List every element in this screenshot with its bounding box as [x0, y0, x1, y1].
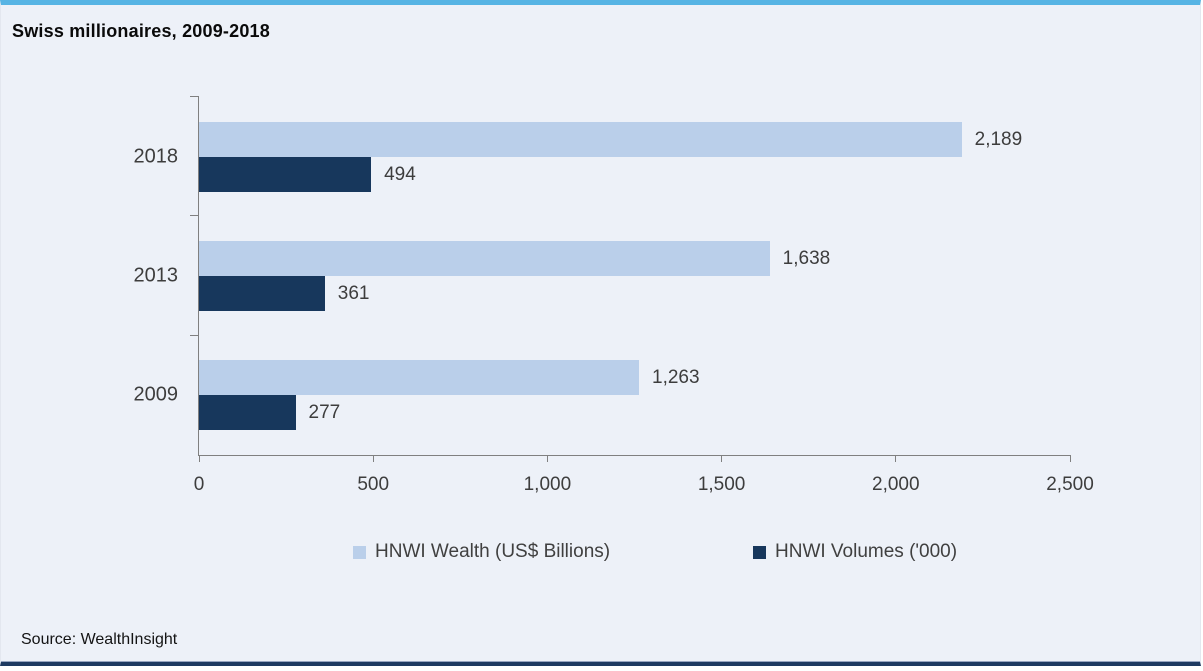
legend-label-wealth: HNWI Wealth (US$ Billions)	[375, 541, 611, 562]
hnwi-volumes-bar-2018	[199, 156, 372, 192]
hnwi-wealth-value-label-2009: 1,263	[652, 367, 700, 389]
category-label-2013: 2013	[133, 264, 179, 287]
x-axis-tick-label: 500	[357, 474, 390, 495]
x-axis-tick	[1069, 455, 1071, 462]
chart-row-2018: 2018 2,189 494	[134, 96, 1070, 216]
category-label-2009: 2009	[133, 383, 179, 406]
plot-rows: 2018 2,189 494 2013 1,638 361 2009 1,263 277	[134, 96, 1070, 455]
category-label-2018: 2018	[133, 145, 179, 168]
hnwi-volumes-value-label-2013: 361	[337, 282, 370, 304]
hnwi-wealth-bar-2013	[199, 240, 770, 276]
hnwi-volumes-value-label-2009: 277	[308, 402, 341, 424]
chart-title: Swiss millionaires, 2009-2018	[12, 21, 270, 41]
x-axis-tick-label: 2,000	[872, 474, 920, 495]
x-axis-tick	[721, 455, 723, 462]
legend-swatch-wealth-icon	[353, 545, 366, 559]
x-axis-tick-label: 0	[193, 474, 205, 495]
x-axis-tick	[372, 455, 374, 462]
x-axis-tick	[895, 455, 897, 462]
hnwi-wealth-value-label-2013: 1,638	[782, 247, 831, 269]
hnwi-wealth-value-label-2018: 2,189	[974, 128, 1023, 150]
legend-swatch-volumes-icon	[753, 545, 766, 559]
legend-entry-volumes: HNWI Volumes ('000)	[753, 541, 957, 563]
source-note: Source: WealthInsight	[21, 631, 178, 648]
category-boundary-tick	[190, 334, 199, 336]
chart-row-2009: 2009 1,263 277	[134, 334, 1070, 455]
x-axis-tick	[198, 455, 200, 462]
hnwi-volumes-bar-2013	[199, 275, 325, 311]
x-axis-tick	[546, 455, 548, 462]
hnwi-wealth-bar-2018	[199, 121, 962, 157]
x-axis-tick-label: 1,500	[697, 474, 746, 495]
hnwi-volumes-value-label-2018: 494	[384, 163, 416, 185]
category-boundary-tick	[190, 215, 199, 217]
plot-area: 2018 2,189 494 2013 1,638 361 2009 1,263 277 0 50…	[134, 96, 1094, 495]
legend-label-volumes: HNWI Volumes ('000)	[775, 541, 958, 562]
hnwi-wealth-bar-2009	[199, 360, 640, 396]
legend-entry-wealth: HNWI Wealth (US$ Billions)	[353, 541, 610, 563]
x-axis-tick-label: 1,000	[523, 474, 572, 495]
hnwi-volumes-bar-2009	[199, 395, 296, 431]
x-axis: 0 500 1,000 1,500 2,000 2,500	[194, 455, 1094, 505]
chart-row-2013: 2013 1,638 361	[134, 215, 1070, 335]
x-axis-tick-label: 2,500	[1046, 474, 1094, 495]
category-boundary-tick	[190, 96, 199, 97]
